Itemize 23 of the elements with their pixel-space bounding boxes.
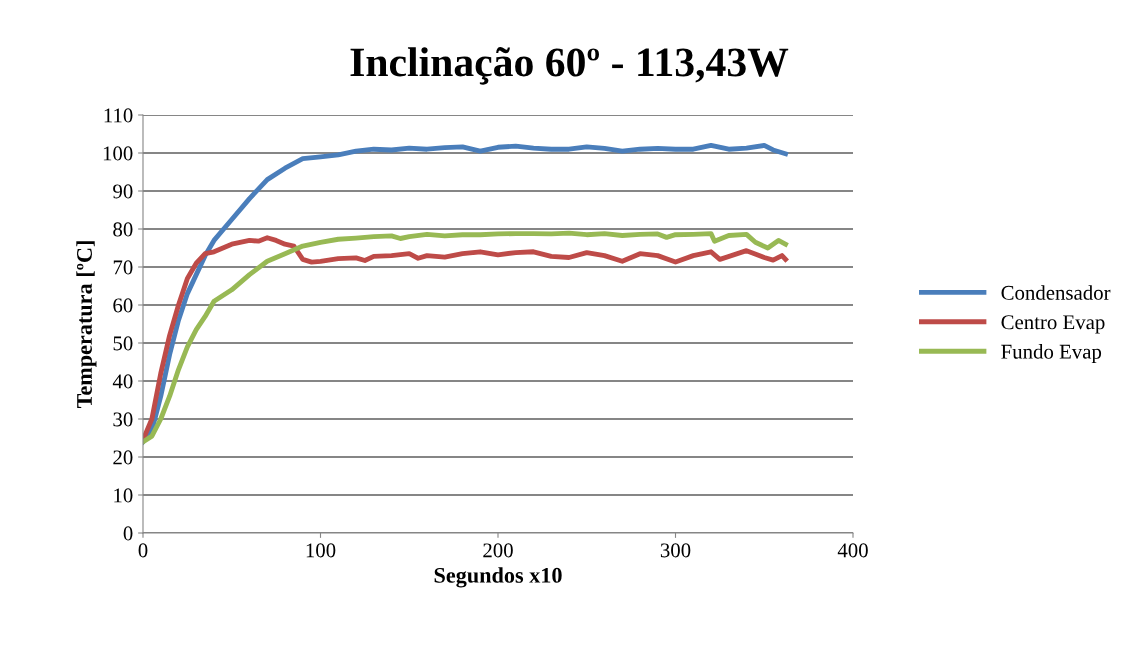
y-tick-label: 100 — [103, 146, 133, 161]
x-tick-label: 0 — [138, 543, 148, 558]
y-tick-label: 20 — [113, 450, 133, 465]
y-tick-label: 40 — [112, 374, 133, 389]
y-tick-label: 50 — [113, 336, 133, 351]
y-tick-label: 80 — [113, 222, 133, 237]
chart-title: Inclinação 60º - 113,43W — [350, 47, 789, 85]
y-tick-label: 110 — [104, 108, 133, 123]
legend-label: Condensador — [1001, 285, 1111, 300]
x-axis-title: Segundos x10 — [434, 567, 562, 588]
y-tick-label: 10 — [114, 488, 133, 503]
y-axis-title: Temperatura [ºC] — [76, 241, 97, 409]
y-tick-label: 30 — [113, 412, 133, 427]
x-tick-label: 300 — [660, 543, 691, 558]
x-tick-label: 400 — [837, 543, 868, 558]
y-tick-label: 70 — [113, 260, 133, 275]
legend-label: Centro Evap — [1001, 315, 1105, 334]
y-tick-label: 60 — [113, 298, 133, 313]
x-tick-label: 100 — [306, 543, 336, 558]
y-tick-label: 90 — [113, 184, 133, 199]
y-tick-label: 0 — [123, 526, 133, 541]
x-tick-label: 200 — [483, 543, 513, 558]
legend-label: Fundo Evap — [1001, 344, 1102, 363]
